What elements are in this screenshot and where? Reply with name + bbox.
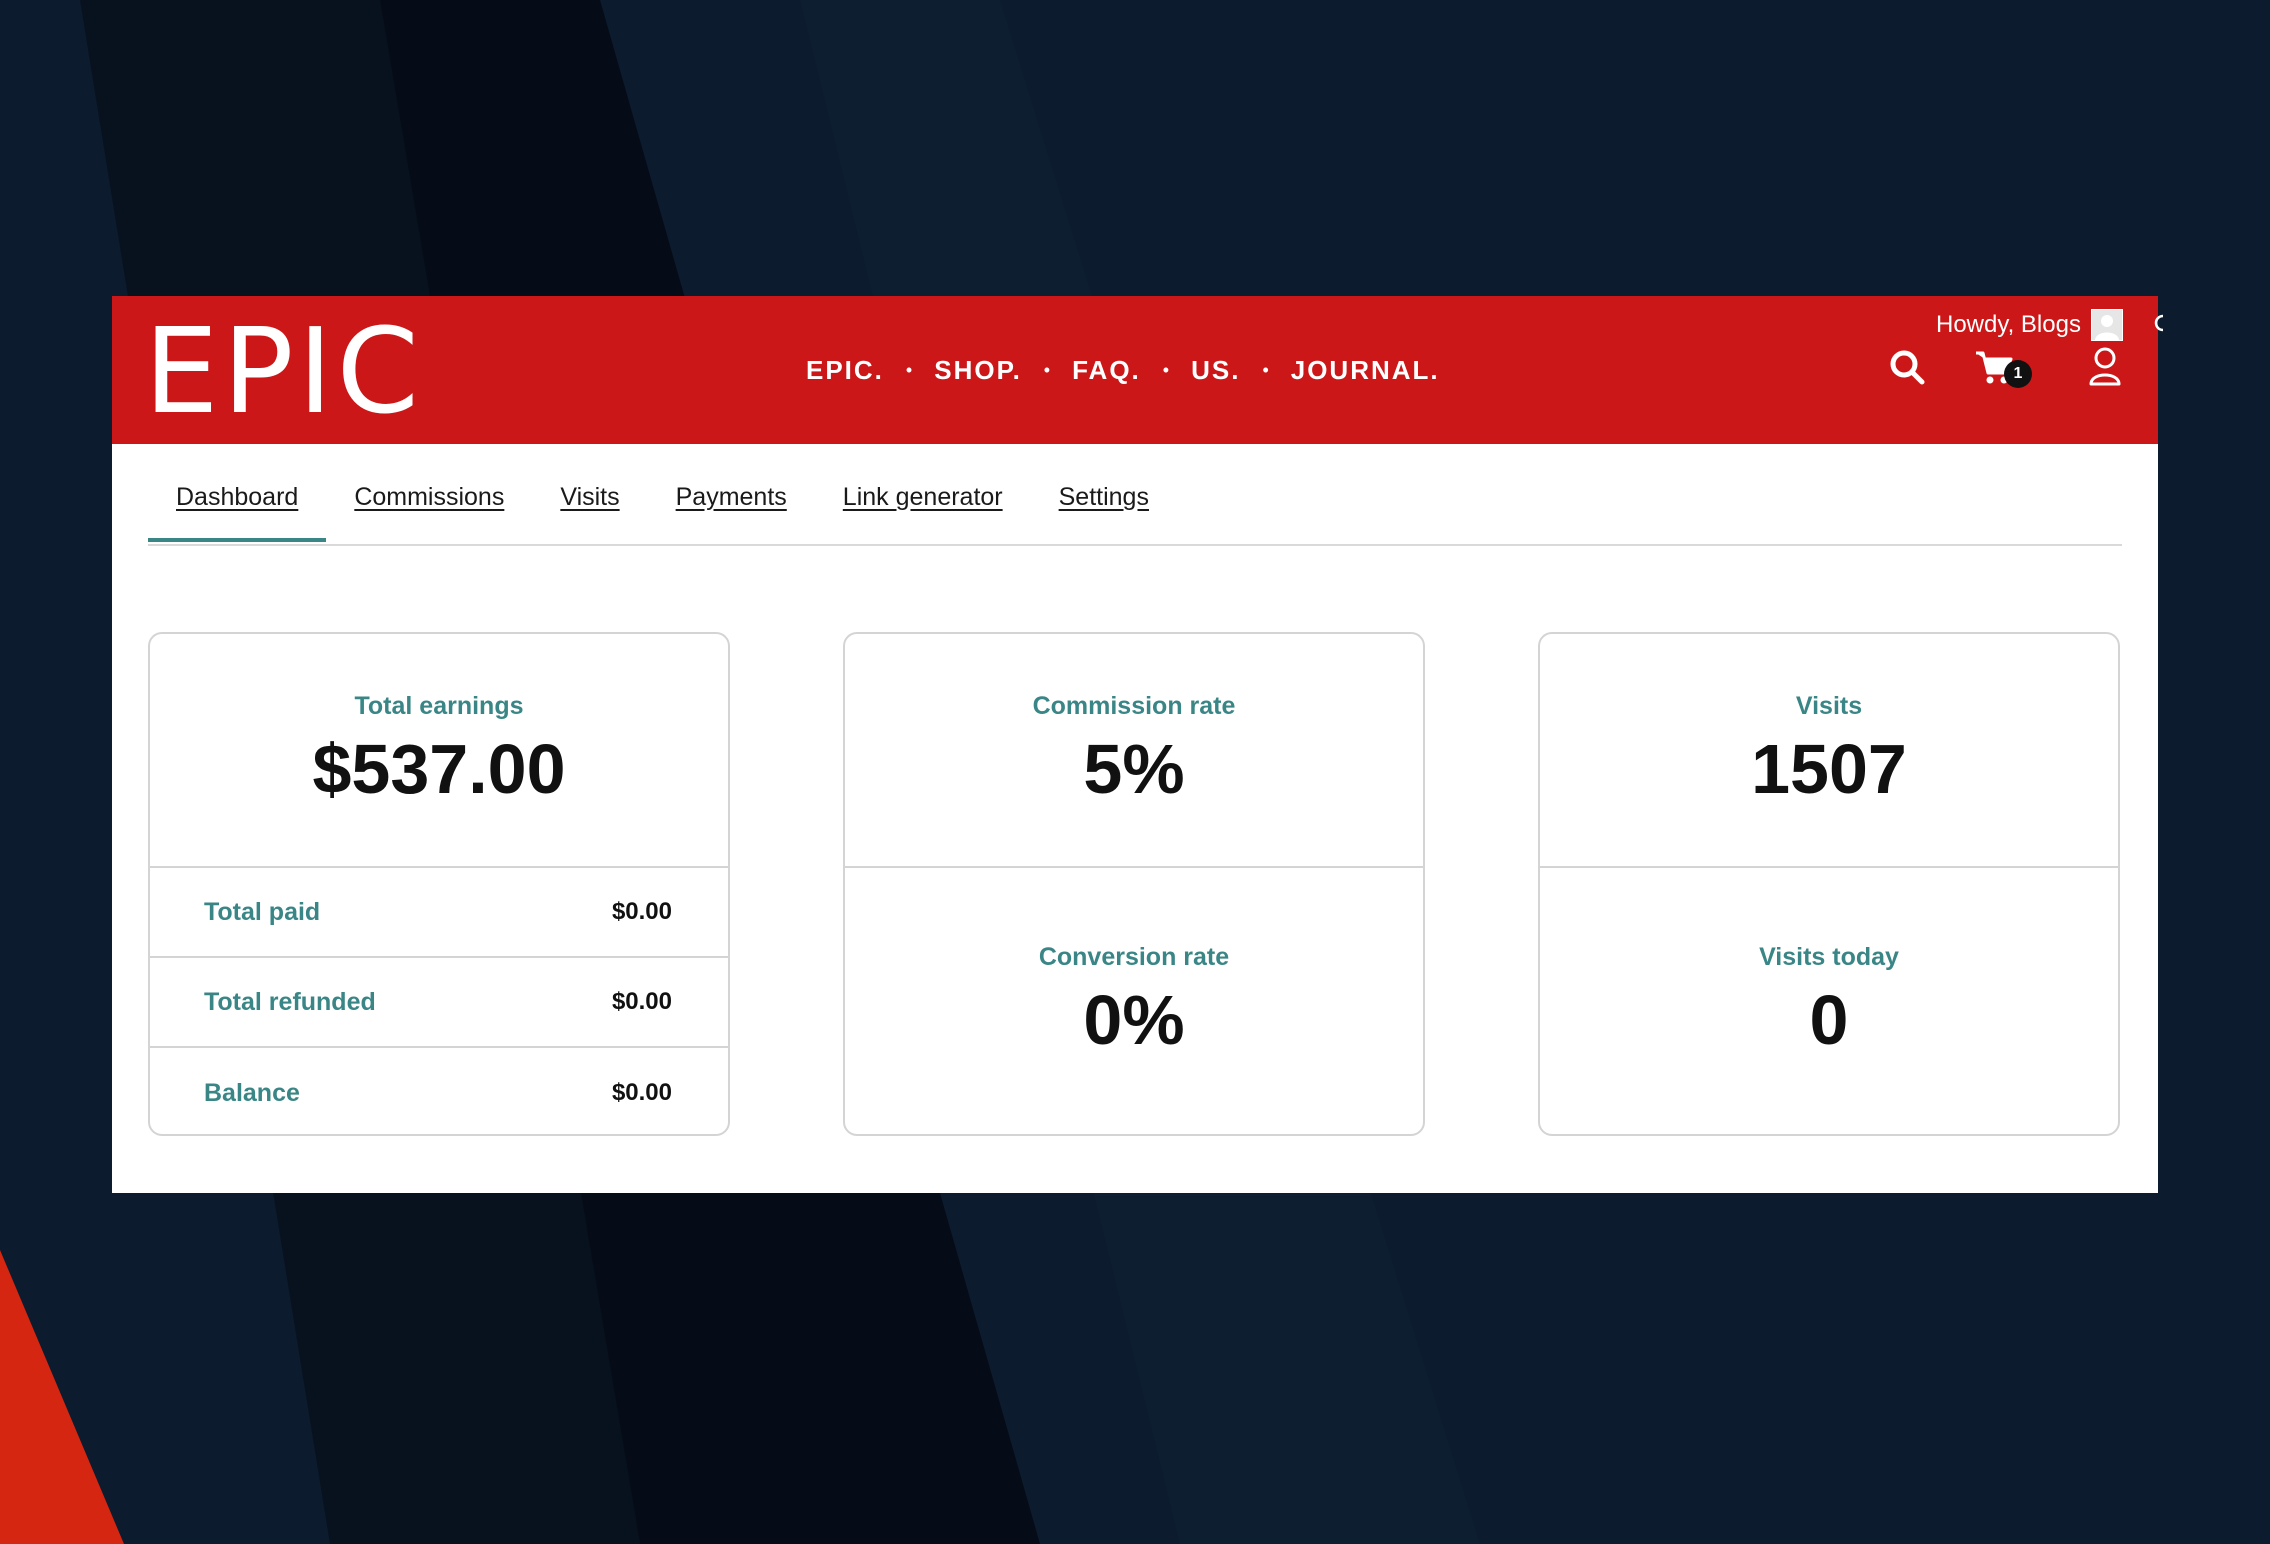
account-greeting[interactable]: Howdy, Blogs <box>1936 306 2123 344</box>
nav-separator: • <box>905 359 913 380</box>
dashboard-tabs: Dashboard Commissions Visits Payments Li… <box>148 480 2122 546</box>
earnings-card: Total earnings $537.00 Total paid $0.00 … <box>148 632 730 1136</box>
rates-card: Commission rate 5% Conversion rate 0% <box>843 632 1425 1136</box>
visits-card: Visits 1507 Visits today 0 <box>1538 632 2120 1136</box>
total-paid-label: Total paid <box>204 897 321 926</box>
total-paid-row: Total paid $0.00 <box>150 868 728 958</box>
user-icon[interactable] <box>2088 346 2122 386</box>
balance-value: $0.00 <box>611 1079 672 1106</box>
nav-epic[interactable]: EPIC. <box>806 354 884 385</box>
nav-separator: • <box>1043 359 1051 380</box>
greeting-text: Howdy, Blogs <box>1936 311 2081 338</box>
tab-dashboard[interactable]: Dashboard <box>148 480 327 542</box>
total-earnings-label: Total earnings <box>354 691 524 720</box>
main-nav: EPIC. • SHOP. • FAQ. • US. • JOURNAL. <box>806 350 1440 390</box>
logo[interactable]: EPIC <box>144 302 423 440</box>
total-refunded-row: Total refunded $0.00 <box>150 958 728 1048</box>
balance-row: Balance $0.00 <box>150 1048 728 1134</box>
tab-visits[interactable]: Visits <box>560 483 620 511</box>
visits-today-label: Visits today <box>1759 942 1899 971</box>
total-refunded-value: $0.00 <box>611 988 672 1015</box>
conversion-rate-value: 0% <box>1083 980 1185 1059</box>
site-header: EPIC EPIC. • SHOP. • FAQ. • US. • JOURNA… <box>112 296 2164 444</box>
tab-link-generator[interactable]: Link generator <box>842 483 1003 511</box>
avatar[interactable] <box>2090 309 2123 341</box>
total-paid-value: $0.00 <box>611 898 672 925</box>
visits-today-section: Visits today 0 <box>1540 868 2118 1134</box>
commission-rate-label: Commission rate <box>1032 691 1236 720</box>
commission-rate-value: 5% <box>1083 729 1185 808</box>
commission-rate-section: Commission rate 5% <box>845 634 1423 868</box>
nav-shop[interactable]: SHOP. <box>934 354 1022 385</box>
avatar-icon <box>2094 315 2119 340</box>
nav-separator: • <box>1162 359 1170 380</box>
conversion-rate-section: Conversion rate 0% <box>845 868 1423 1134</box>
nav-us[interactable]: US. <box>1191 354 1241 385</box>
tab-commissions[interactable]: Commissions <box>354 483 505 511</box>
tab-settings[interactable]: Settings <box>1058 483 1149 511</box>
visits-value: 1507 <box>1751 729 1907 808</box>
affiliate-window: EPIC EPIC. • SHOP. • FAQ. • US. • JOURNA… <box>112 296 2164 1193</box>
balance-label: Balance <box>204 1078 300 1107</box>
visits-label: Visits <box>1795 691 1863 720</box>
logo-text: EPIC <box>144 302 423 440</box>
total-earnings-section: Total earnings $537.00 <box>150 634 728 868</box>
nav-separator: • <box>1262 359 1269 380</box>
cart-count-badge: 1 <box>2004 360 2032 388</box>
total-refunded-label: Total refunded <box>204 987 376 1016</box>
search-icon[interactable] <box>1888 348 1926 386</box>
visits-today-value: 0 <box>1809 980 1849 1059</box>
total-earnings-value: $537.00 <box>312 729 566 808</box>
nav-journal[interactable]: JOURNAL. <box>1290 354 1440 385</box>
tab-payments[interactable]: Payments <box>675 483 787 511</box>
visits-section: Visits 1507 <box>1540 634 2118 868</box>
nav-faq[interactable]: FAQ. <box>1072 354 1141 385</box>
conversion-rate-label: Conversion rate <box>1038 942 1230 971</box>
cropped-icon <box>2154 314 2164 332</box>
